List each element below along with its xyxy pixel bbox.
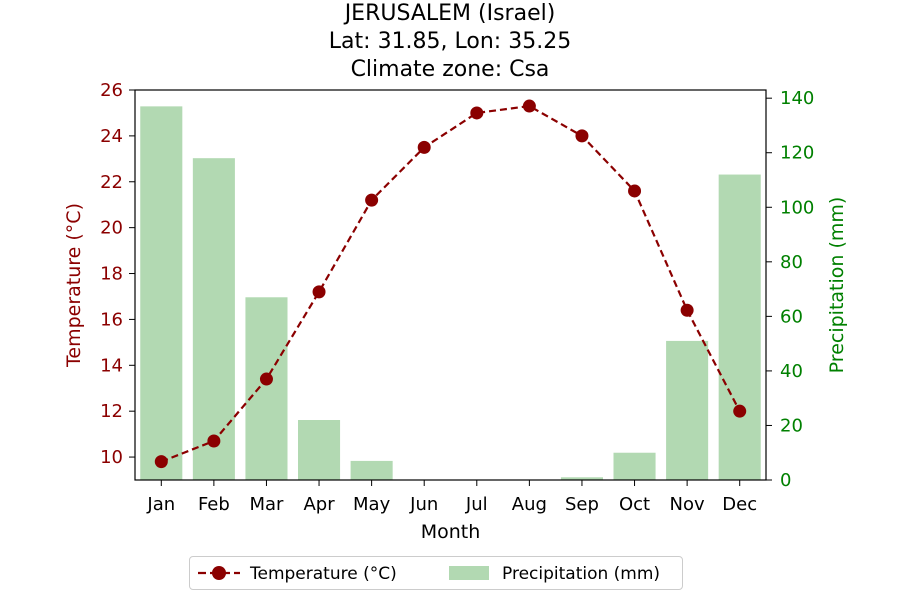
precip-bar-oct [613,452,656,480]
precip-bar-mar [245,297,288,480]
left-tick-label: 22 [100,172,123,193]
chart-legend: Temperature (°C) Precipitation (mm) [189,556,683,590]
x-tick-label: Feb [198,494,230,515]
right-tick-label: 40 [780,361,803,382]
right-tick-label: 80 [780,252,803,273]
x-tick-label: Nov [670,494,705,515]
temperature-point-dec [733,404,747,418]
temperature-point-jul [470,106,484,120]
chart-title-line-1: JERUSALEM (Israel) [344,1,556,26]
left-axis-label: Temperature (°C) [63,203,85,368]
temperature-point-jun [417,140,431,154]
left-tick-label: 10 [100,447,123,468]
right-axis-label: Precipitation (mm) [826,197,848,374]
left-tick-label: 20 [100,218,123,239]
precip-bar-sep [560,477,603,480]
chart-title-line-2: Lat: 31.85, Lon: 35.25 [328,29,572,54]
right-tick-label: 20 [780,415,803,436]
left-tick-label: 18 [100,264,123,285]
precip-bar-may [350,460,393,480]
temperature-point-may [365,193,379,207]
left-tick-label: 24 [100,126,123,147]
right-tick-label: 100 [780,197,814,218]
x-tick-label: Aug [512,494,547,515]
precip-bar-jan [140,106,183,480]
precip-bar-dec [718,174,761,480]
legend-temperature-label: Temperature (°C) [250,564,397,584]
temperature-point-apr [312,285,326,299]
temperature-point-sep [575,129,589,143]
temperature-point-mar [259,372,273,386]
temperature-point-aug [522,99,536,113]
x-tick-label: Jun [409,494,438,515]
precip-bar-nov [666,340,709,480]
right-tick-label: 60 [780,306,803,327]
x-tick-label: Jan [146,494,175,515]
temperature-point-oct [628,184,642,198]
x-tick-label: Sep [565,494,599,515]
temperature-point-jan [154,455,168,469]
right-tick-label: 0 [780,470,791,491]
x-tick-label: May [353,494,391,515]
x-tick-label: Oct [619,494,650,515]
precip-bar-apr [298,420,341,480]
left-tick-label: 12 [100,401,123,422]
chart-title-line-3: Climate zone: Csa [350,57,550,82]
legend-precipitation-swatch [449,566,489,580]
x-tick-label: Apr [303,494,335,515]
precip-bar-feb [192,158,235,480]
x-tick-label: Mar [249,494,284,515]
legend-temperature-swatch [198,566,240,580]
left-tick-label: 26 [100,80,123,101]
left-tick-label: 16 [100,309,123,330]
left-tick-label: 14 [100,355,123,376]
right-tick-label: 120 [780,143,814,164]
temperature-line [160,104,741,463]
x-axis-label: Month [421,521,481,543]
temperature-point-feb [207,434,221,448]
temperature-point-nov [680,303,694,317]
plot-frame [134,89,767,481]
x-tick-label: Dec [722,494,757,515]
x-tick-label: Jul [465,494,488,515]
right-tick-label: 140 [780,88,814,109]
legend-precipitation-label: Precipitation (mm) [502,564,661,584]
